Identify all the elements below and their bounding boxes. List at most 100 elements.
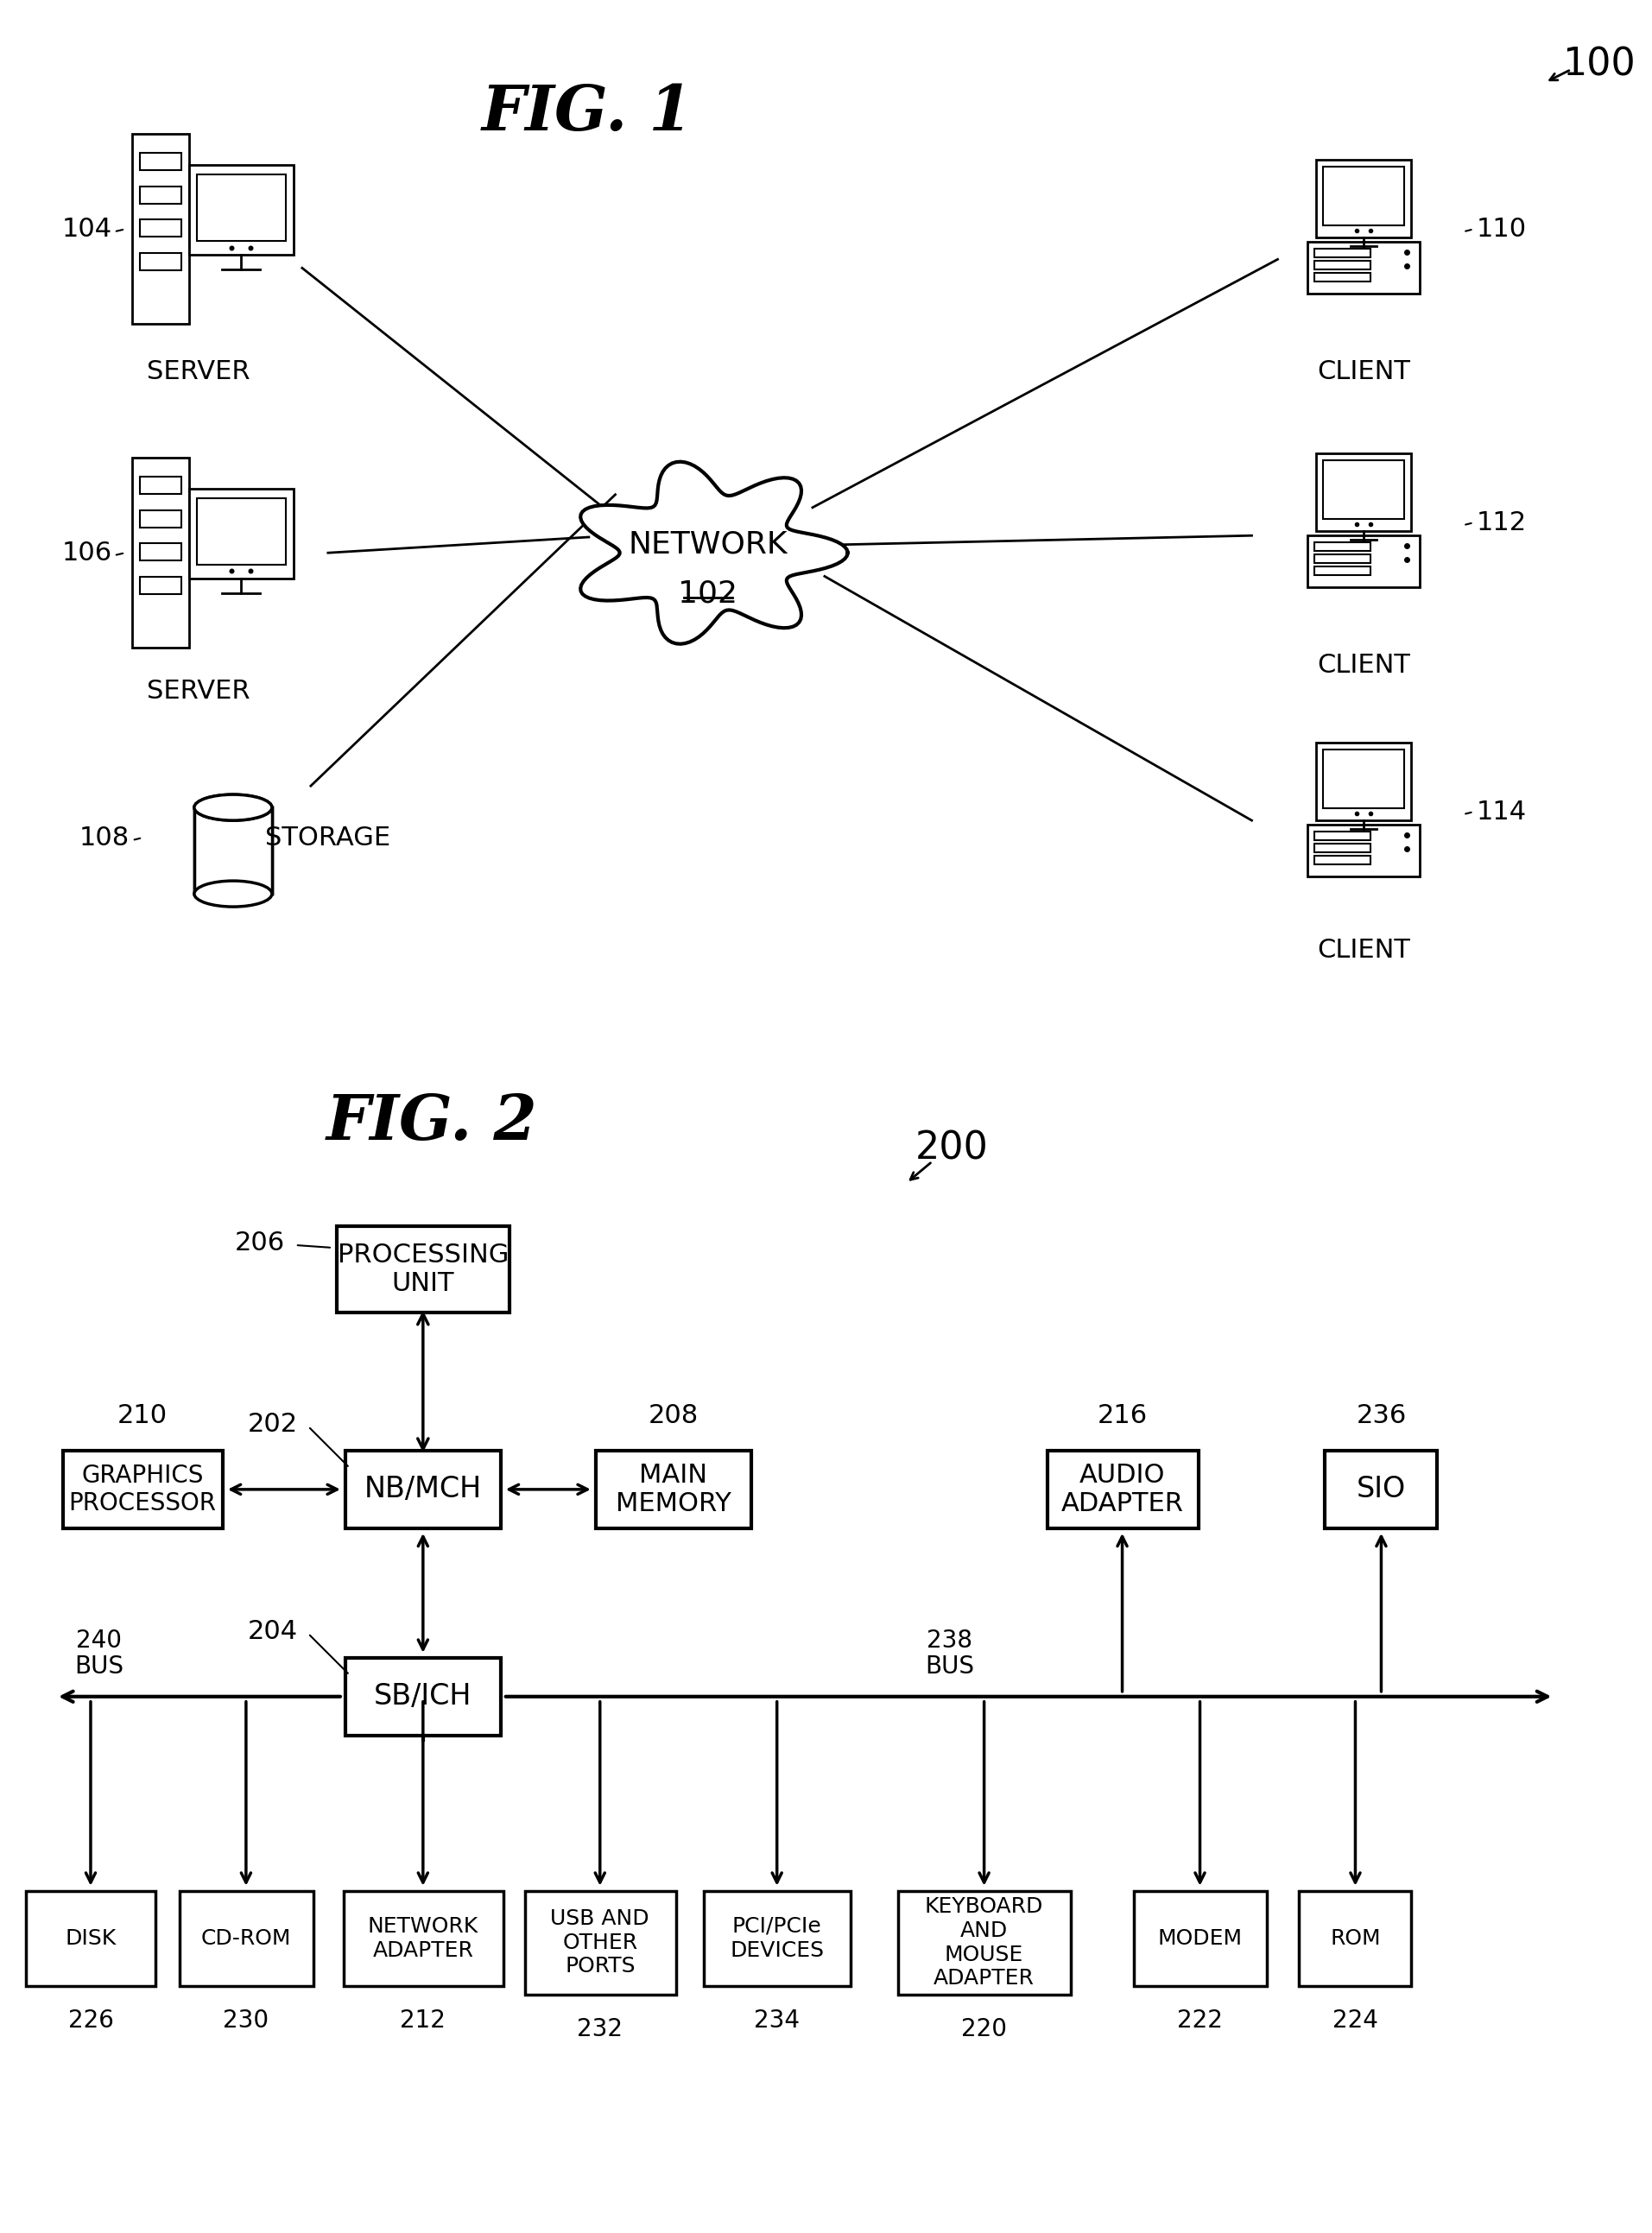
Bar	[1315, 554, 1371, 563]
Bar	[1317, 161, 1411, 237]
Text: GRAPHICS
PROCESSOR: GRAPHICS PROCESSOR	[69, 1463, 216, 1516]
Text: 100: 100	[1563, 47, 1635, 83]
Text: 226: 226	[68, 2007, 114, 2032]
Text: 220: 220	[961, 2016, 1008, 2041]
Bar	[140, 543, 182, 560]
Text: CLIENT: CLIENT	[1317, 360, 1411, 384]
Bar	[195, 808, 273, 893]
Bar	[1315, 543, 1371, 552]
Bar	[140, 185, 182, 203]
Text: CD-ROM: CD-ROM	[202, 1927, 291, 1949]
Bar	[188, 489, 294, 578]
Text: 204: 204	[248, 1619, 297, 1643]
Text: 206: 206	[235, 1230, 284, 1255]
Bar	[1308, 824, 1421, 878]
Bar	[132, 458, 188, 648]
Text: 212: 212	[400, 2007, 446, 2032]
Text: FIG. 2: FIG. 2	[325, 1092, 537, 1152]
Text: NB/MCH: NB/MCH	[363, 1476, 482, 1503]
Bar	[26, 1891, 155, 1985]
Text: NETWORK
ADAPTER: NETWORK ADAPTER	[368, 1916, 479, 1961]
Text: USB AND
OTHER
PORTS: USB AND OTHER PORTS	[550, 1909, 649, 1976]
Text: SB/ICH: SB/ICH	[373, 1681, 472, 1710]
Text: CLIENT: CLIENT	[1317, 652, 1411, 677]
Bar	[345, 1451, 501, 1527]
Text: PROCESSING
UNIT: PROCESSING UNIT	[337, 1242, 509, 1297]
Bar	[596, 1451, 752, 1527]
Bar	[704, 1891, 851, 1985]
Bar	[1315, 844, 1371, 853]
Bar	[1315, 250, 1371, 257]
Text: SIO: SIO	[1356, 1476, 1406, 1503]
Text: 108: 108	[79, 826, 129, 851]
Bar	[132, 134, 188, 324]
Bar	[1308, 241, 1421, 295]
Bar	[1315, 567, 1371, 576]
Bar	[197, 498, 286, 565]
Bar	[525, 1891, 676, 1994]
Bar	[195, 808, 273, 893]
Text: SERVER: SERVER	[147, 360, 249, 384]
Bar	[1047, 1451, 1198, 1527]
Text: 102: 102	[677, 578, 738, 607]
Bar	[63, 1451, 223, 1527]
Text: 238: 238	[927, 1628, 973, 1652]
Text: MAIN
MEMORY: MAIN MEMORY	[616, 1463, 732, 1516]
Bar	[188, 165, 294, 255]
Text: 236: 236	[1356, 1405, 1406, 1429]
Text: BUS: BUS	[74, 1655, 124, 1679]
Text: 230: 230	[223, 2007, 269, 2032]
Text: 222: 222	[1178, 2007, 1222, 2032]
Text: 110: 110	[1477, 217, 1526, 241]
Bar	[1325, 1451, 1437, 1527]
Polygon shape	[580, 462, 847, 643]
Text: 112: 112	[1477, 509, 1526, 536]
Text: 240: 240	[76, 1628, 122, 1652]
Text: 202: 202	[248, 1411, 297, 1438]
Text: DISK: DISK	[64, 1927, 116, 1949]
Bar	[140, 478, 182, 493]
Text: BUS: BUS	[925, 1655, 975, 1679]
Text: 200: 200	[915, 1130, 988, 1168]
Ellipse shape	[195, 795, 273, 820]
Bar	[140, 154, 182, 170]
Bar	[337, 1226, 509, 1313]
Bar	[897, 1891, 1070, 1994]
Bar	[140, 509, 182, 527]
Text: STORAGE: STORAGE	[266, 826, 392, 851]
Bar	[1315, 272, 1371, 281]
Text: KEYBOARD
AND
MOUSE
ADAPTER: KEYBOARD AND MOUSE ADAPTER	[925, 1896, 1044, 1990]
Ellipse shape	[195, 880, 273, 907]
Text: 216: 216	[1097, 1405, 1148, 1429]
Text: 232: 232	[577, 2016, 623, 2041]
Bar	[1323, 750, 1404, 808]
Text: 210: 210	[117, 1405, 167, 1429]
Text: 104: 104	[63, 217, 112, 241]
Text: PCI/PCIe
DEVICES: PCI/PCIe DEVICES	[730, 1916, 824, 1961]
Ellipse shape	[596, 476, 819, 630]
Bar	[140, 576, 182, 594]
Bar	[1308, 536, 1421, 587]
Text: SERVER: SERVER	[147, 679, 249, 703]
Text: FIG. 1: FIG. 1	[481, 83, 692, 143]
Ellipse shape	[195, 795, 273, 820]
Bar	[1133, 1891, 1267, 1985]
Bar	[1315, 831, 1371, 840]
Text: 224: 224	[1333, 2007, 1378, 2032]
Bar	[1323, 460, 1404, 518]
Text: 234: 234	[753, 2007, 800, 2032]
Bar	[140, 219, 182, 237]
Bar	[1317, 744, 1411, 820]
Bar	[1315, 855, 1371, 864]
Bar	[344, 1891, 504, 1985]
Text: 114: 114	[1477, 799, 1526, 824]
Bar	[345, 1657, 501, 1735]
Bar	[1323, 167, 1404, 226]
Text: AUDIO
ADAPTER: AUDIO ADAPTER	[1061, 1463, 1183, 1516]
Text: CLIENT: CLIENT	[1317, 938, 1411, 962]
Bar	[197, 174, 286, 241]
Bar	[180, 1891, 314, 1985]
Bar	[140, 252, 182, 270]
Text: NETWORK: NETWORK	[628, 529, 788, 558]
Text: 208: 208	[648, 1405, 699, 1429]
